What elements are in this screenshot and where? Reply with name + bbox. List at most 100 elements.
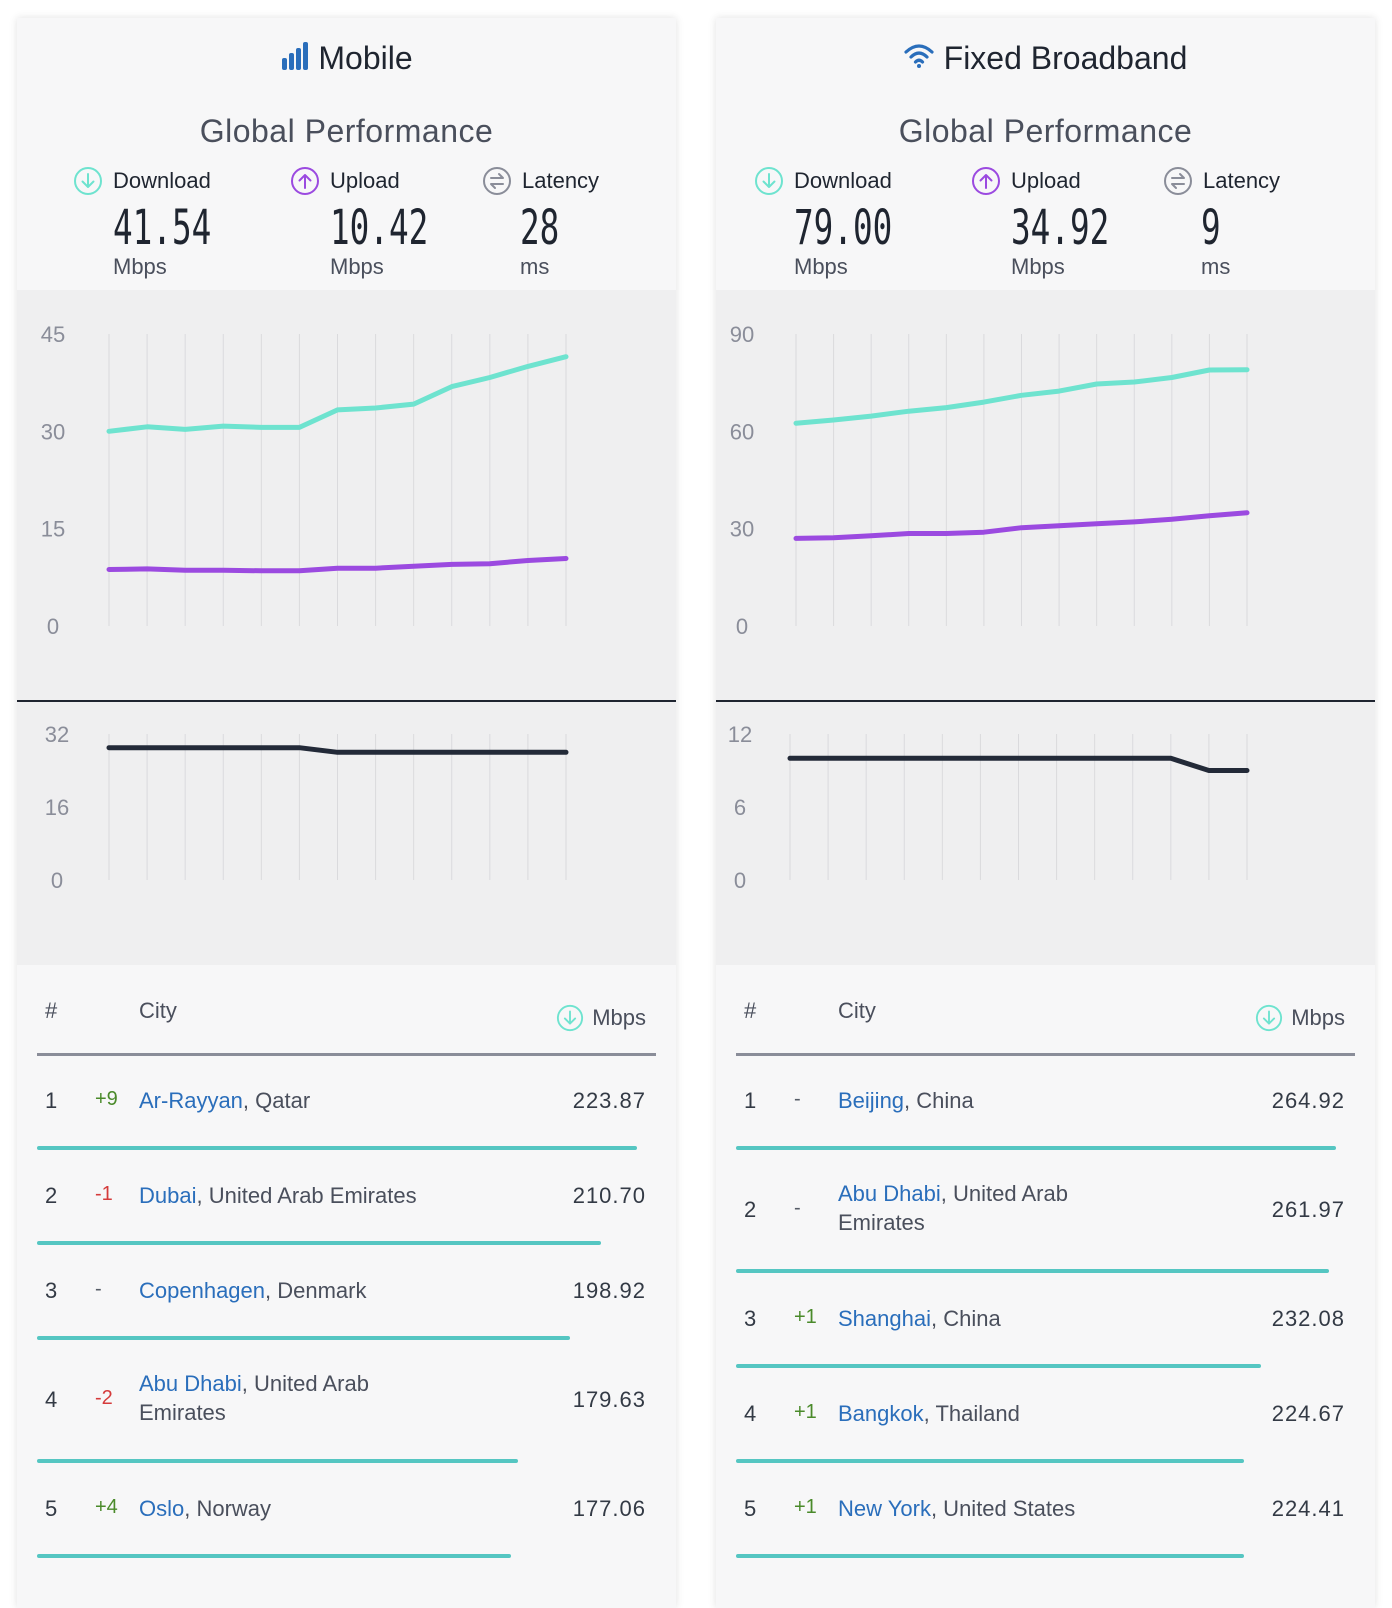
download-label: Download [794, 168, 892, 193]
data-point-upload [1171, 518, 1173, 520]
data-point-upload [222, 569, 224, 571]
data-point-upload [337, 567, 338, 569]
data-point-latency [1246, 770, 1248, 771]
table-header: # City Mbps [37, 978, 656, 1056]
fixed-speed-chart: 0 30 60 90 03 / 202203 / 2023 [716, 290, 1250, 639]
city-cell: Copenhagen, Denmark [139, 1276, 439, 1305]
data-point-upload [489, 563, 491, 565]
data-point-upload [795, 537, 797, 539]
city-cell: Ar-Rayyan, Qatar [139, 1086, 439, 1115]
table-body: 1 +9 Ar-Rayyan, Qatar 223.87 2 -1 Dubai, Unite… [37, 1056, 656, 1558]
rank-header: # [744, 998, 757, 1023]
chart-divider [716, 700, 1375, 702]
country-name: , Norway [184, 1495, 272, 1521]
speed-value: 261.97 [1271, 1196, 1345, 1222]
data-point-upload [1058, 525, 1060, 527]
city-link[interactable]: Abu Dhabi [838, 1180, 941, 1206]
data-point-latency [298, 747, 300, 749]
data-point-upload [1246, 512, 1248, 514]
data-point-latency [979, 757, 981, 759]
speed-value: 224.41 [1271, 1495, 1345, 1521]
data-point-latency [260, 747, 262, 749]
section-title: Global Performance [199, 113, 494, 149]
data-point-download [1246, 369, 1248, 371]
rank-cell: 1 [45, 1088, 58, 1113]
data-point-upload [146, 568, 148, 570]
y-tick-label: 45 [41, 322, 65, 347]
city-link[interactable]: New York [838, 1495, 931, 1521]
city-cell: Oslo, Norway [139, 1494, 439, 1523]
data-point-upload [983, 531, 985, 533]
city-link[interactable]: Shanghai [838, 1305, 931, 1331]
city-link[interactable]: Bangkok [838, 1400, 924, 1426]
city-link[interactable]: Beijing [838, 1088, 905, 1113]
data-point-upload [945, 533, 947, 535]
city-table: # City Mbps 1 +9 Ar-Rayyan, Qatar 223.87 2 -1… [37, 978, 656, 1558]
upload-value: 10.42 [330, 200, 429, 256]
speed-value: 179.63 [572, 1386, 646, 1412]
chart-divider [17, 700, 676, 702]
city-link[interactable]: Oslo [139, 1495, 185, 1521]
download-icon [74, 167, 102, 195]
data-point-download [1021, 394, 1022, 396]
section-title: Global Performance [898, 113, 1193, 149]
rank-cell: 3 [744, 1305, 757, 1331]
country-name: , United Arab Emirates [838, 1180, 1068, 1235]
city-link[interactable]: Copenhagen [139, 1277, 266, 1303]
latency-metric: Latency 9 ms [1163, 166, 1343, 280]
y-tick-label: 12 [728, 722, 752, 747]
rank-cell: 5 [744, 1495, 757, 1521]
upload-metric: Upload 34.92 Mbps [971, 166, 1151, 280]
chart-area: 0 30 60 90 03 / 202203 / 2023 0 6 12 [716, 290, 1375, 965]
data-point-latency [1132, 757, 1134, 759]
data-point-download [375, 407, 377, 409]
country-name: , Qatar [242, 1088, 311, 1113]
speed-value: 224.67 [1271, 1400, 1345, 1426]
data-point-upload [1208, 515, 1210, 517]
speed-bar [736, 1554, 1244, 1558]
rank-cell: 3 [45, 1277, 58, 1303]
upload-unit: Mbps [1011, 254, 1065, 279]
download-metric: Download 79.00 Mbps [754, 166, 934, 280]
speed-bar [37, 1241, 601, 1245]
table-row: 3 - Copenhagen, Denmark 198.92 [37, 1245, 656, 1340]
data-point-download [146, 426, 148, 428]
data-point-latency [527, 751, 529, 753]
upload-value: 34.92 [1011, 200, 1110, 256]
download-unit: Mbps [113, 254, 167, 279]
data-point-upload [451, 563, 453, 565]
data-point-download [1133, 381, 1135, 383]
y-tick-label: 6 [734, 795, 746, 820]
data-point-latency [903, 757, 905, 759]
data-point-latency [827, 757, 829, 759]
speed-value: 198.92 [572, 1277, 646, 1303]
country-name: , Thailand [923, 1400, 1020, 1426]
rank-cell: 2 [744, 1196, 757, 1222]
data-point-download [983, 401, 985, 403]
city-table: # City Mbps 1- Beijing, China 264.92 2- Abu … [736, 978, 1355, 1558]
speed-value: 210.70 [572, 1182, 646, 1208]
data-point-upload [565, 558, 567, 560]
data-point-upload [184, 569, 186, 571]
data-point-upload [375, 567, 377, 569]
country-name: , United Arab Emirates [139, 1370, 369, 1425]
city-link[interactable]: Abu Dhabi [139, 1370, 242, 1396]
speed-bar [37, 1146, 637, 1150]
y-tick-label: 0 [51, 868, 63, 893]
y-tick-label: 0 [734, 868, 746, 893]
data-point-download [1171, 376, 1173, 378]
data-point-download [908, 410, 910, 412]
mobile-panel: Mobile Global Performance Download 41.54… [17, 18, 676, 1608]
x-tick-label: 03 / 2023 [716, 290, 764, 295]
data-point-upload [1133, 521, 1135, 523]
latency-unit: ms [1201, 254, 1231, 279]
rank-change: +9 [95, 1088, 118, 1110]
city-link[interactable]: Dubai [139, 1182, 197, 1208]
country-name: , United Arab Emirates [196, 1182, 417, 1208]
download-value: 79.00 [794, 200, 893, 256]
data-point-download [337, 409, 338, 411]
data-point-download [945, 407, 947, 409]
table-row: 2 -1 Dubai, United Arab Emirates 210.70 [37, 1150, 656, 1245]
city-link[interactable]: Ar-Rayyan [139, 1088, 243, 1113]
upload-unit: Mbps [330, 254, 384, 279]
